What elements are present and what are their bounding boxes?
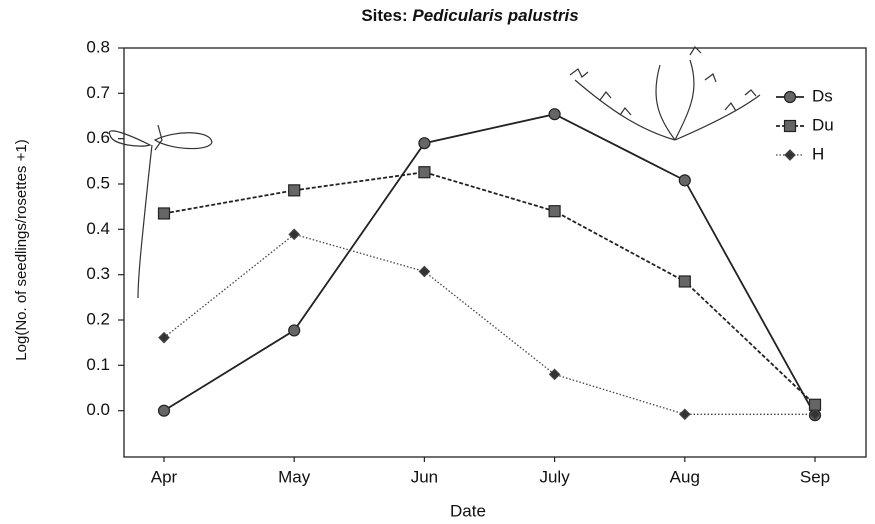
data-point [548,108,561,121]
y-axis-label: Log(No. of seedlings/rosettes +1) [13,139,30,360]
data-point [157,404,171,417]
data-point [418,137,431,150]
data-point [418,166,431,179]
y-tick-label: 0.2 [86,309,110,328]
x-tick-label: July [539,467,570,486]
legend-marker [784,149,796,161]
legend-label: Du [812,115,834,134]
plant-drawing [569,46,761,141]
title-species: Pedicularis palustris [412,6,578,25]
legend-marker [783,90,797,104]
data-point [548,368,561,381]
legend-marker [783,119,797,133]
data-point [548,205,561,218]
legend-entry: Du [776,115,834,134]
x-tick-label: May [278,467,311,486]
data-point [158,331,170,344]
data-point [288,228,301,241]
y-tick-label: 0.6 [86,128,110,147]
data-point [809,408,821,421]
x-axis-label: Date [450,501,486,520]
x-tick-label: Jun [411,467,438,486]
y-tick-label: 0.8 [86,37,110,56]
data-point [678,174,691,187]
y-tick-label: 0.7 [86,83,110,102]
title-prefix: Sites: [361,6,407,25]
legend-label: H [812,144,824,163]
series-line [163,233,815,415]
legend-entry: H [776,144,824,163]
legend-label: Ds [812,86,833,105]
data-point [288,324,301,337]
x-tick-label: Aug [670,467,700,486]
data-point [418,265,431,278]
seedling-drawing [108,124,213,299]
y-tick-label: 0.3 [86,264,110,283]
data-point [678,275,691,288]
y-tick-label: 0.4 [86,219,110,238]
chart-title: Sites: Pedicularis palustris [361,6,578,25]
legend-entry: Ds [776,86,833,105]
series-line [163,171,816,406]
data-point [678,408,691,421]
x-tick-label: Apr [151,467,178,486]
series-line [163,113,816,416]
data-point [157,207,171,220]
plot-frame [123,47,867,458]
x-tick-label: Sep [800,467,830,486]
y-tick-label: 0.0 [86,400,110,419]
data-point [288,184,301,197]
y-tick-label: 0.5 [86,173,110,192]
y-tick-label: 0.1 [86,355,110,374]
